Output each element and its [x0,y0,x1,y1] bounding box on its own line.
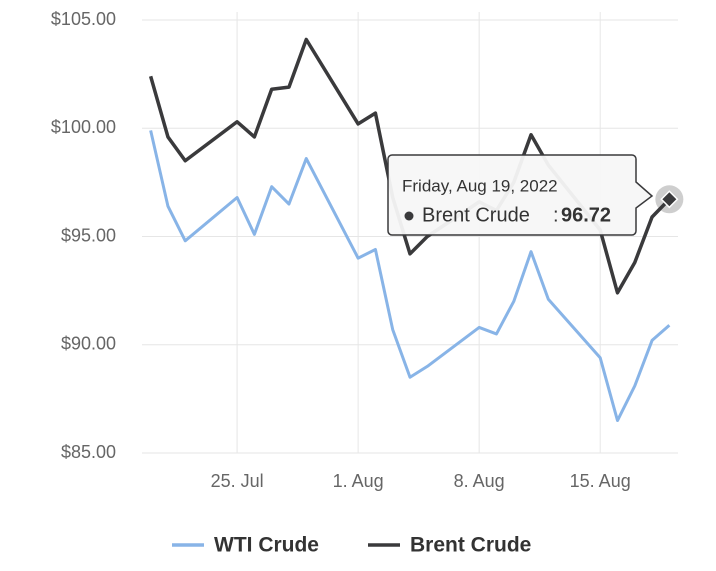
legend-label[interactable]: Brent Crude [410,534,531,557]
tooltip-header: Friday, Aug 19, 2022 [402,176,558,195]
x-tick-label: 15. Aug [570,471,631,491]
tooltip-symbol [404,211,414,221]
y-tick-label: $100.00 [51,117,116,137]
y-tick-label: $85.00 [61,442,116,462]
x-tick-label: 8. Aug [454,471,505,491]
tooltip-box [387,154,654,236]
x-tick-label: 25. Jul [211,471,264,491]
legend: WTI Crude Brent Crude [172,534,531,557]
x-tick-label: 1. Aug [333,471,384,491]
tooltip-value: 96.72 [561,204,611,226]
series-line [149,130,671,423]
y-tick-label: $95.00 [61,225,116,245]
grid: $85.00 $90.00 $95.00 $100.00 $105.00 25. Jul 1… [51,9,678,491]
hover-marker [660,190,679,209]
lines [148,37,684,423]
legend-label[interactable]: WTI Crude [214,534,319,557]
y-tick-label: $90.00 [61,334,116,354]
tooltip-series: Brent Crude [422,204,530,226]
tooltip-colon: : [553,204,559,226]
series-line [148,37,671,295]
y-tick-label: $105.00 [51,9,116,29]
tooltip: Friday, Aug 19, 2022 Brent Crude 96.72 : [387,154,654,236]
